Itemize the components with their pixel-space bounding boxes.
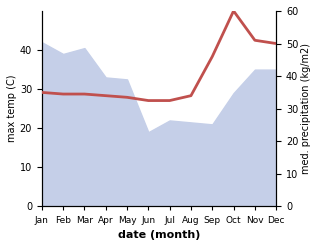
X-axis label: date (month): date (month)	[118, 230, 200, 240]
Y-axis label: med. precipitation (kg/m2): med. precipitation (kg/m2)	[301, 43, 311, 174]
Y-axis label: max temp (C): max temp (C)	[7, 75, 17, 143]
